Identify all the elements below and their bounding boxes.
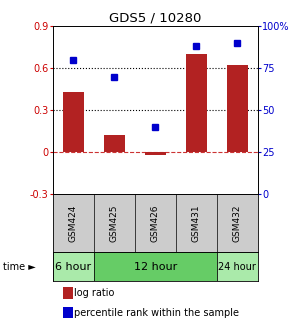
Text: GSM426: GSM426 <box>151 204 160 242</box>
Bar <box>63 307 73 318</box>
Text: 24 hour: 24 hour <box>218 262 256 272</box>
Text: time ►: time ► <box>3 262 36 272</box>
Text: GSM432: GSM432 <box>233 204 242 242</box>
Text: 6 hour: 6 hour <box>55 262 91 272</box>
Bar <box>63 92 84 152</box>
Text: GSM424: GSM424 <box>69 205 78 242</box>
Bar <box>217 252 258 281</box>
Bar <box>63 287 73 299</box>
Text: GSM431: GSM431 <box>192 204 201 242</box>
Text: percentile rank within the sample: percentile rank within the sample <box>74 308 239 318</box>
Bar <box>104 135 125 152</box>
Text: GSM425: GSM425 <box>110 204 119 242</box>
Text: log ratio: log ratio <box>74 288 115 298</box>
Bar <box>227 65 248 152</box>
Text: 12 hour: 12 hour <box>134 262 177 272</box>
Bar <box>53 252 94 281</box>
Bar <box>145 152 166 155</box>
Bar <box>186 54 207 152</box>
Title: GDS5 / 10280: GDS5 / 10280 <box>109 12 202 25</box>
Bar <box>94 252 217 281</box>
